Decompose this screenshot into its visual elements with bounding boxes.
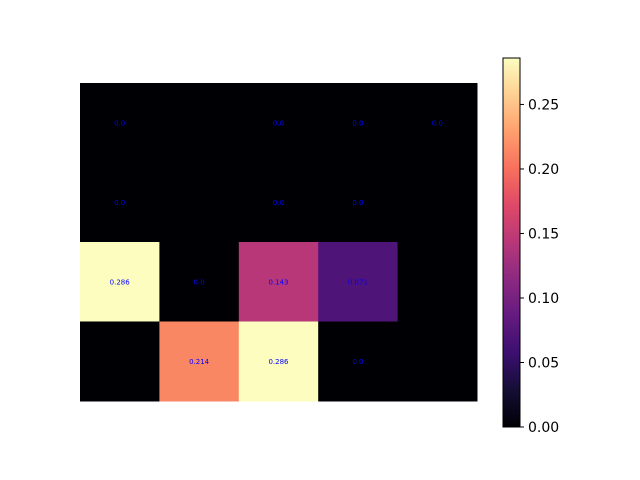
heatmap-cell-labels: 0.0 0.0 0.0 0.0 0.0 0.0 0.0 0.286 0.0 0.143 0.071 0… [110,119,443,366]
cell-value-label-r1-c2: 0.0 [273,199,284,207]
heatmap-cell-r0-c4 [397,83,478,163]
colorbar-tick-label: 0.10 [528,291,559,307]
colorbar-gradient [502,57,521,428]
colorbar-tick-label: 0.25 [528,97,559,113]
heatmap-cell-r2-c2 [238,242,319,322]
heatmap-cell-r3-c1 [159,321,240,402]
cell-value-label-r3-c1: 0.214 [189,358,210,366]
heatmap-cell-r1-c3 [318,162,399,243]
colorbar-tick-label: 0.15 [528,226,559,242]
heatmap-cell-r0-c2 [238,83,319,163]
heatmap-cell-r2-c1 [159,242,240,322]
cell-value-label-r2-c2: 0.143 [268,278,288,286]
cell-value-label-r0-c4: 0.0 [432,119,443,127]
colorbar-tick-label: 0.05 [528,355,559,371]
heatmap-cell-r3-c4 [397,321,478,402]
heatmap-cell-r1-c0 [80,162,160,243]
heatmap-cell-r2-c3 [318,242,399,322]
heatmap-cells [80,83,478,402]
heatmap-cell-r1-c4 [397,162,478,243]
cell-value-label-r2-c0: 0.286 [110,278,131,286]
heatmap-cell-r2-c4 [397,242,478,322]
colorbar [502,57,521,428]
cell-value-label-r0-c3: 0.0 [352,119,363,127]
heatmap-cell-r3-c0 [80,321,160,402]
heatmap-cell-r3-c3 [318,321,399,402]
cell-value-label-r3-c2: 0.286 [268,358,289,366]
colorbar-ticks: 0.00 0.05 0.10 0.15 0.20 0.25 [520,97,559,436]
colorbar-tick-label: 0.00 [528,420,559,436]
cell-value-label-r2-c3: 0.071 [348,278,368,286]
heatmap-cell-r0-c0 [80,83,160,163]
cell-value-label-r1-c3: 0.0 [352,199,363,207]
heatmap-cell-r1-c2 [238,162,319,243]
cell-value-label-r2-c1: 0.0 [194,278,205,286]
heatmap-cell-r1-c1 [159,162,240,243]
cell-value-label-r0-c0: 0.0 [114,119,125,127]
cell-value-label-r3-c3: 0.0 [352,358,363,366]
heatmap-cell-r0-c3 [318,83,399,163]
colorbar-tick-label: 0.20 [528,162,559,178]
cell-value-label-r1-c0: 0.0 [114,199,125,207]
heatmap-cell-r3-c2 [238,321,319,402]
heatmap-cell-r0-c1 [159,83,240,163]
cell-value-label-r0-c2: 0.0 [273,119,284,127]
heatmap-cell-r2-c0 [80,242,160,322]
